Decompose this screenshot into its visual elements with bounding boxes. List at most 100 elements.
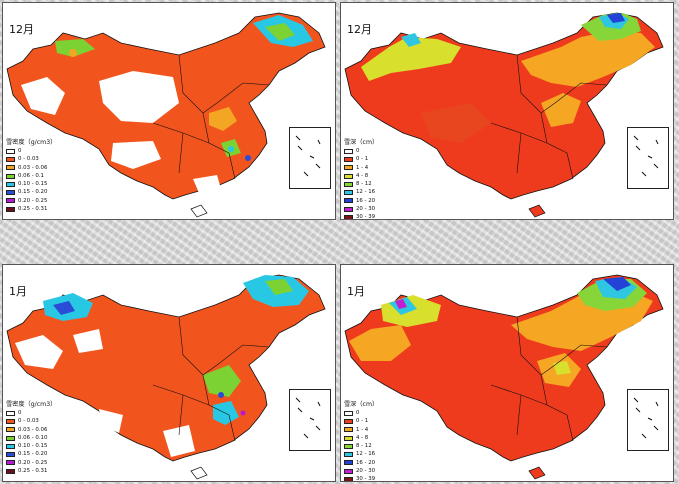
legend-item: 0.06 - 0.1	[6, 172, 56, 180]
legend-label: 0.15 - 0.20	[18, 451, 48, 458]
depth-zone	[349, 325, 411, 361]
south-china-sea-inset	[289, 389, 331, 451]
legend-item: 0	[344, 147, 378, 155]
legend-swatch	[344, 410, 353, 416]
legend-item: 0.25 - 0.31	[6, 467, 56, 475]
legend-label: 0.03 - 0.06	[18, 426, 48, 433]
legend-item: 0.15 - 0.20	[6, 188, 56, 196]
legend-label: 0	[356, 148, 360, 154]
legend-item: 0	[6, 147, 56, 155]
depth-zone	[401, 33, 421, 47]
legend-item: 0.25 - 0.31	[6, 205, 56, 213]
legend-item: 12 - 16	[344, 450, 378, 458]
legend-item: 16 - 20	[344, 459, 378, 467]
legend-title: 雪密度（g/cm3）	[6, 139, 57, 146]
south-china-sea-islands	[633, 135, 659, 177]
legend-label: 0.20 - 0.25	[18, 197, 48, 204]
legend-label: 1 - 4	[356, 164, 369, 171]
legend-swatch	[6, 418, 15, 424]
legend-swatch	[344, 418, 353, 424]
legend-item: 4 - 8	[344, 172, 378, 180]
legend-item: 1 - 4	[344, 164, 378, 172]
legend-swatch	[6, 190, 15, 196]
legend-swatch	[344, 198, 353, 204]
legend-label: 12 - 16	[356, 189, 376, 196]
legend-label: 0 - 1	[356, 156, 369, 163]
legend-label: 0.06 - 0.1	[18, 172, 44, 179]
legend-swatch	[6, 410, 15, 416]
no-snow-region	[99, 71, 179, 123]
legend-swatch	[6, 173, 15, 179]
legend-swatch	[6, 206, 15, 212]
legend-label: 0.03 - 0.06	[18, 164, 48, 171]
density-spot	[218, 392, 224, 398]
depth-zone	[607, 13, 625, 23]
density-zone	[213, 401, 239, 425]
legend-label: 20 - 30	[356, 206, 376, 213]
depth-zone	[395, 299, 407, 309]
legend-label: 20 - 30	[356, 468, 376, 475]
legend-swatch	[344, 206, 353, 212]
legend-item: 0.20 - 0.25	[6, 459, 56, 467]
no-snow-region	[111, 141, 161, 169]
legend-label: 0	[356, 410, 360, 416]
legend-swatch	[6, 468, 15, 474]
legend-label: 16 - 20	[356, 459, 376, 466]
legend-item: 0 - 1	[344, 417, 378, 425]
no-snow-region	[193, 175, 221, 193]
south-china-sea-inset	[627, 127, 669, 189]
legend-item: 0.20 - 0.25	[6, 197, 56, 205]
legend-swatch	[344, 181, 353, 187]
legend-item: 30 - 39	[344, 213, 378, 219]
no-snow-region	[99, 409, 123, 433]
legend-item: 8 - 12	[344, 442, 378, 450]
density-zone	[55, 39, 95, 57]
density-spot	[69, 49, 77, 57]
legend: 雪密度（g/cm3） 0 0 - 0.03 0.03 - 0.06 0.06 - 0.…	[6, 401, 56, 475]
legend-label: 0 - 0.03	[18, 418, 39, 425]
legend: 雪密度（g/cm3） 0 0 - 0.03 0.03 - 0.06 0.06 - 0.…	[6, 139, 56, 213]
legend-label: 0.20 - 0.25	[18, 459, 48, 466]
legend-swatch	[344, 427, 353, 433]
south-china-sea-islands	[633, 397, 659, 439]
south-china-sea-inset	[627, 389, 669, 451]
legend-item: 0.06 - 0.10	[6, 434, 56, 442]
china-map-depth-jan	[344, 274, 664, 480]
density-zone	[53, 301, 75, 315]
legend-swatch	[344, 460, 353, 466]
legend-label: 0 - 0.03	[18, 156, 39, 163]
legend-swatch	[344, 435, 353, 441]
legend-items: 0 0 - 0.03 0.03 - 0.06 0.06 - 0.1 0.10 - 0.1…	[6, 147, 56, 213]
legend-label: 4 - 8	[356, 434, 369, 441]
legend-label: 8 - 12	[356, 181, 372, 188]
legend-item: 20 - 30	[344, 467, 378, 475]
no-snow-region	[163, 425, 195, 457]
map-panel-density-jan: 1月 雪密度（g/cm3） 0 0 - 0.03 0.03 - 0.06 0.06 -…	[2, 264, 336, 482]
legend-label: 0	[18, 410, 22, 416]
south-china-sea-islands	[295, 135, 321, 177]
legend-title: 雪深（cm）	[344, 139, 379, 146]
density-spot	[245, 155, 251, 161]
legend-swatch	[6, 181, 15, 187]
month-label: 12月	[9, 23, 34, 36]
legend-item: 0 - 0.03	[6, 417, 56, 425]
legend-swatch	[6, 148, 15, 154]
legend-swatch	[6, 165, 15, 171]
province-borders	[490, 316, 608, 442]
legend-swatch	[6, 452, 15, 458]
china-map-density-dec	[6, 12, 326, 218]
legend-swatch	[344, 165, 353, 171]
legend-item: 16 - 20	[344, 197, 378, 205]
legend-swatch	[344, 468, 353, 474]
legend-item: 30 - 39	[344, 475, 378, 481]
map-panel-density-dec: 12月 雪密度（g/cm3） 0 0 - 0.03 0.03 - 0.06 0.06 …	[2, 2, 336, 220]
province-borders	[152, 54, 270, 180]
hainan-island	[190, 466, 208, 480]
legend-item: 12 - 16	[344, 188, 378, 196]
density-zone	[265, 279, 293, 295]
